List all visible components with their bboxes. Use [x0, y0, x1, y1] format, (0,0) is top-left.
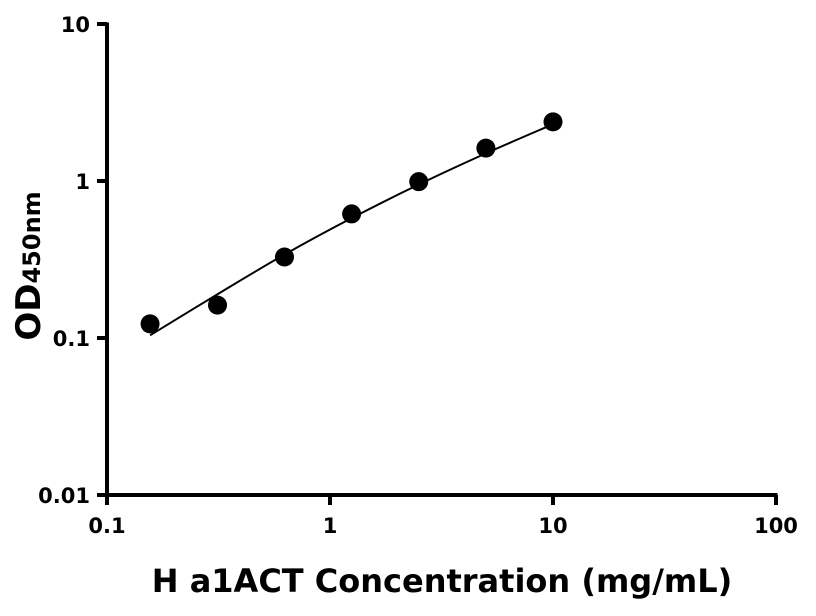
data-point [476, 138, 496, 158]
y-axis-label: OD450nm [9, 191, 49, 340]
y-tick-labels: 0.01 0.1 1 10 [38, 13, 90, 508]
data-point [409, 172, 429, 192]
data-point [140, 314, 160, 334]
x-tick-label: 10 [538, 514, 567, 538]
y-tick-label: 0.1 [53, 327, 90, 351]
axes [97, 22, 778, 505]
x-axis-label: H a1ACT Concentration (mg/mL) [152, 562, 732, 600]
x-tick-label: 100 [754, 514, 798, 538]
x-tick-label: 0.1 [88, 514, 125, 538]
data-point [274, 247, 294, 267]
y-tick-label: 1 [75, 170, 90, 194]
y-axis-label-main: OD [9, 284, 49, 341]
x-tick-label: 1 [323, 514, 338, 538]
data-point [208, 295, 228, 315]
data-points [140, 112, 563, 334]
y-axis-label-subscript: 450nm [18, 191, 46, 283]
y-tick-label: 0.01 [38, 484, 90, 508]
data-point [342, 204, 362, 224]
data-point [543, 112, 563, 132]
y-tick-label: 10 [61, 13, 90, 37]
x-tick-labels: 0.1 1 10 100 [88, 514, 798, 538]
